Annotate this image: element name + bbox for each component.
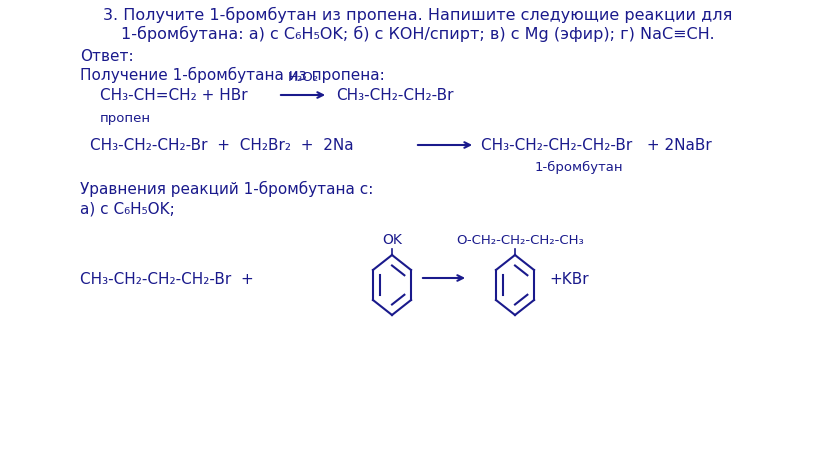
Text: +KBr: +KBr xyxy=(549,271,589,286)
Text: 3. Получите 1-бромбутан из пропена. Напишите следующие реакции для: 3. Получите 1-бромбутан из пропена. Напи… xyxy=(104,7,732,23)
Text: CH₃-CH=CH₂ + HBr: CH₃-CH=CH₂ + HBr xyxy=(100,88,247,103)
Text: а) с C₆H₅OK;: а) с C₆H₅OK; xyxy=(80,200,175,216)
Text: CH₃-CH₂-CH₂-Br  +  CH₂Br₂  +  2Na: CH₃-CH₂-CH₂-Br + CH₂Br₂ + 2Na xyxy=(90,138,354,153)
Text: H₂O₂: H₂O₂ xyxy=(288,71,319,84)
Text: Получение 1-бромбутана из пропена:: Получение 1-бромбутана из пропена: xyxy=(80,67,385,83)
Text: CH₃-CH₂-CH₂-Br: CH₃-CH₂-CH₂-Br xyxy=(336,88,453,103)
Text: O-CH₂-CH₂-CH₂-CH₃: O-CH₂-CH₂-CH₂-CH₃ xyxy=(456,233,584,246)
Text: Уравнения реакций 1-бромбутана с:: Уравнения реакций 1-бромбутана с: xyxy=(80,181,374,197)
Text: CH₃-CH₂-CH₂-CH₂-Br  +: CH₃-CH₂-CH₂-CH₂-Br + xyxy=(80,271,254,286)
Text: OK: OK xyxy=(382,232,402,246)
Text: пропен: пропен xyxy=(100,112,151,125)
Text: 1-бромбутан: 1-бромбутан xyxy=(535,161,624,174)
Text: CH₃-CH₂-CH₂-CH₂-Br   + 2NaBr: CH₃-CH₂-CH₂-CH₂-Br + 2NaBr xyxy=(481,138,711,153)
Text: 1-бромбутана: а) с C₆H₅OK; б) с КОН/спирт; в) с Mg (эфир); г) NaC≡CH.: 1-бромбутана: а) с C₆H₅OK; б) с КОН/спир… xyxy=(121,26,715,42)
Text: Ответ:: Ответ: xyxy=(80,49,134,64)
